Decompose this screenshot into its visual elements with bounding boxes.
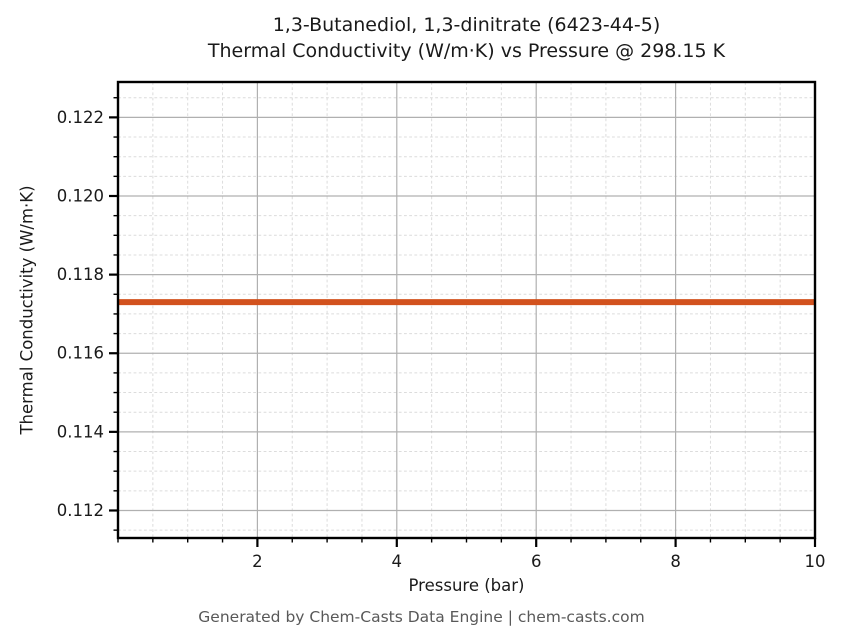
y-tick-label: 0.118 — [57, 265, 104, 284]
x-tick-label: 8 — [670, 552, 681, 571]
x-tick-label: 4 — [392, 552, 403, 571]
chart-title: 1,3-Butanediol, 1,3-dinitrate (6423-44-5… — [207, 14, 726, 62]
x-tick-label: 2 — [252, 552, 263, 571]
y-tick-label: 0.116 — [57, 344, 104, 363]
y-tick-label: 0.120 — [57, 187, 104, 206]
y-axis-label-text: Thermal Conductivity (W/m·K) — [17, 185, 37, 435]
footer-credit: Generated by Chem-Casts Data Engine | ch… — [198, 608, 645, 626]
y-tick-label: 0.122 — [57, 108, 104, 127]
x-tick-label: 10 — [805, 552, 826, 571]
x-axis-label: Pressure (bar) — [408, 576, 525, 595]
x-tick-label: 6 — [531, 552, 542, 571]
y-tick-label: 0.114 — [57, 422, 104, 441]
y-tick-label: 0.112 — [57, 501, 104, 520]
